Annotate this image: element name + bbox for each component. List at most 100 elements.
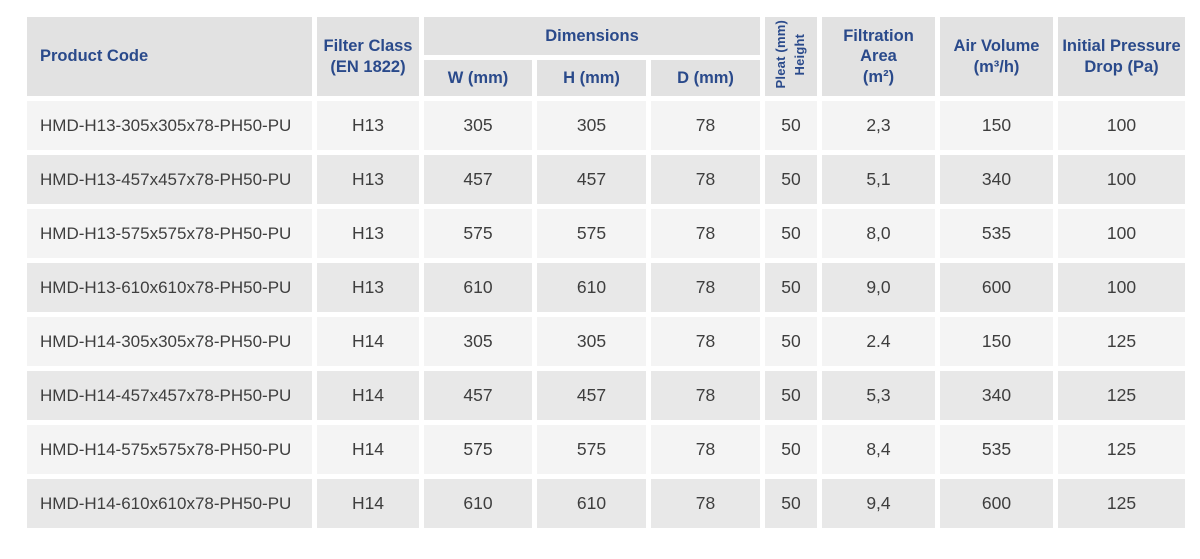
cell-filtration-area: 9,4 [822, 479, 935, 528]
cell-h: 305 [537, 101, 646, 150]
header-row-dimensions: W (mm) H (mm) D (mm) [27, 60, 1185, 96]
table-row: HMD-H13-610x610x78-PH50-PU H13 610 610 78 50 9… [27, 263, 1185, 312]
cell-filtration-area: 8,0 [822, 209, 935, 258]
spec-table-body: HMD-H13-305x305x78-PH50-PU H13 305 305 78 50 2… [27, 101, 1185, 528]
cell-filter-class: H14 [317, 425, 419, 474]
filter-spec-table: Product Code Filter Class (EN 1822) Dime… [22, 12, 1190, 533]
table-row: HMD-H14-575x575x78-PH50-PU H14 575 575 78 50 8… [27, 425, 1185, 474]
header-width-label: W (mm) [447, 68, 509, 87]
cell-initial-pressure-drop: 100 [1058, 101, 1185, 150]
cell-d: 78 [651, 101, 760, 150]
cell-initial-pressure-drop: 100 [1058, 155, 1185, 204]
cell-product-code: HMD-H14-575x575x78-PH50-PU [27, 425, 312, 474]
cell-initial-pressure-drop: 100 [1058, 263, 1185, 312]
header-pleat-height-label: Pleat (mm) Height [773, 19, 807, 89]
cell-h: 575 [537, 209, 646, 258]
header-depth: D (mm) [651, 60, 760, 96]
cell-air-volume: 150 [940, 101, 1053, 150]
header-filter-class-label: Filter Class (EN 1822) [323, 37, 413, 76]
header-product-code: Product Code [27, 17, 312, 96]
table-row: HMD-H14-610x610x78-PH50-PU H14 610 610 78 50 9… [27, 479, 1185, 528]
cell-w: 575 [424, 209, 532, 258]
cell-filter-class: H14 [317, 371, 419, 420]
cell-filtration-area: 8,4 [822, 425, 935, 474]
header-height-label: H (mm) [563, 68, 620, 87]
cell-w: 610 [424, 263, 532, 312]
cell-initial-pressure-drop: 100 [1058, 209, 1185, 258]
cell-h: 457 [537, 155, 646, 204]
cell-product-code: HMD-H13-610x610x78-PH50-PU [27, 263, 312, 312]
cell-h: 305 [537, 317, 646, 366]
cell-air-volume: 340 [940, 155, 1053, 204]
cell-air-volume: 150 [940, 317, 1053, 366]
cell-filtration-area: 2,3 [822, 101, 935, 150]
header-row-group: Product Code Filter Class (EN 1822) Dime… [27, 17, 1185, 96]
cell-product-code: HMD-H13-457x457x78-PH50-PU [27, 155, 312, 204]
header-filtration-area: Filtration Area (m²) [822, 17, 935, 96]
cell-w: 457 [424, 371, 532, 420]
cell-filter-class: H13 [317, 263, 419, 312]
cell-h: 610 [537, 263, 646, 312]
cell-pleat-height: 50 [765, 155, 817, 204]
cell-h: 457 [537, 371, 646, 420]
cell-air-volume: 535 [940, 209, 1053, 258]
cell-air-volume: 340 [940, 371, 1053, 420]
header-initial-pressure-drop-label: Initial Pressure Drop (Pa) [1062, 37, 1181, 76]
cell-d: 78 [651, 209, 760, 258]
header-initial-pressure-drop: Initial Pressure Drop (Pa) [1058, 17, 1185, 96]
header-air-volume: Air Volume (m³/h) [940, 17, 1053, 96]
table-row: HMD-H13-305x305x78-PH50-PU H13 305 305 78 50 2… [27, 101, 1185, 150]
header-dimensions-label: Dimensions [545, 26, 639, 45]
cell-d: 78 [651, 425, 760, 474]
cell-initial-pressure-drop: 125 [1058, 479, 1185, 528]
cell-h: 610 [537, 479, 646, 528]
cell-pleat-height: 50 [765, 263, 817, 312]
header-height: H (mm) [537, 60, 646, 96]
cell-initial-pressure-drop: 125 [1058, 317, 1185, 366]
cell-d: 78 [651, 263, 760, 312]
header-depth-label: D (mm) [677, 68, 734, 87]
cell-product-code: HMD-H14-457x457x78-PH50-PU [27, 371, 312, 420]
cell-w: 305 [424, 101, 532, 150]
cell-w: 305 [424, 317, 532, 366]
cell-product-code: HMD-H13-305x305x78-PH50-PU [27, 101, 312, 150]
table-row: HMD-H14-305x305x78-PH50-PU H14 305 305 78 50 2… [27, 317, 1185, 366]
header-air-volume-label: Air Volume (m³/h) [953, 37, 1040, 76]
cell-product-code: HMD-H14-305x305x78-PH50-PU [27, 317, 312, 366]
cell-pleat-height: 50 [765, 371, 817, 420]
header-width: W (mm) [424, 60, 532, 96]
cell-filter-class: H14 [317, 317, 419, 366]
cell-pleat-height: 50 [765, 209, 817, 258]
cell-filtration-area: 5,3 [822, 371, 935, 420]
header-filter-class: Filter Class (EN 1822) [317, 17, 419, 96]
cell-filtration-area: 2.4 [822, 317, 935, 366]
cell-pleat-height: 50 [765, 317, 817, 366]
table-row: HMD-H13-457x457x78-PH50-PU H13 457 457 78 50 5… [27, 155, 1185, 204]
cell-filter-class: H13 [317, 155, 419, 204]
cell-pleat-height: 50 [765, 479, 817, 528]
cell-d: 78 [651, 155, 760, 204]
cell-pleat-height: 50 [765, 101, 817, 150]
cell-air-volume: 600 [940, 263, 1053, 312]
cell-w: 575 [424, 425, 532, 474]
cell-pleat-height: 50 [765, 425, 817, 474]
cell-w: 610 [424, 479, 532, 528]
table-row: HMD-H13-575x575x78-PH50-PU H13 575 575 78 50 8… [27, 209, 1185, 258]
cell-d: 78 [651, 371, 760, 420]
cell-filter-class: H14 [317, 479, 419, 528]
cell-product-code: HMD-H13-575x575x78-PH50-PU [27, 209, 312, 258]
cell-d: 78 [651, 317, 760, 366]
cell-d: 78 [651, 479, 760, 528]
header-dimensions-group: Dimensions [424, 17, 760, 55]
cell-filter-class: H13 [317, 209, 419, 258]
cell-initial-pressure-drop: 125 [1058, 425, 1185, 474]
cell-h: 575 [537, 425, 646, 474]
cell-filter-class: H13 [317, 101, 419, 150]
spec-table-header: Product Code Filter Class (EN 1822) Dime… [27, 17, 1185, 96]
cell-filtration-area: 5,1 [822, 155, 935, 204]
cell-initial-pressure-drop: 125 [1058, 371, 1185, 420]
cell-product-code: HMD-H14-610x610x78-PH50-PU [27, 479, 312, 528]
cell-air-volume: 600 [940, 479, 1053, 528]
cell-filtration-area: 9,0 [822, 263, 935, 312]
